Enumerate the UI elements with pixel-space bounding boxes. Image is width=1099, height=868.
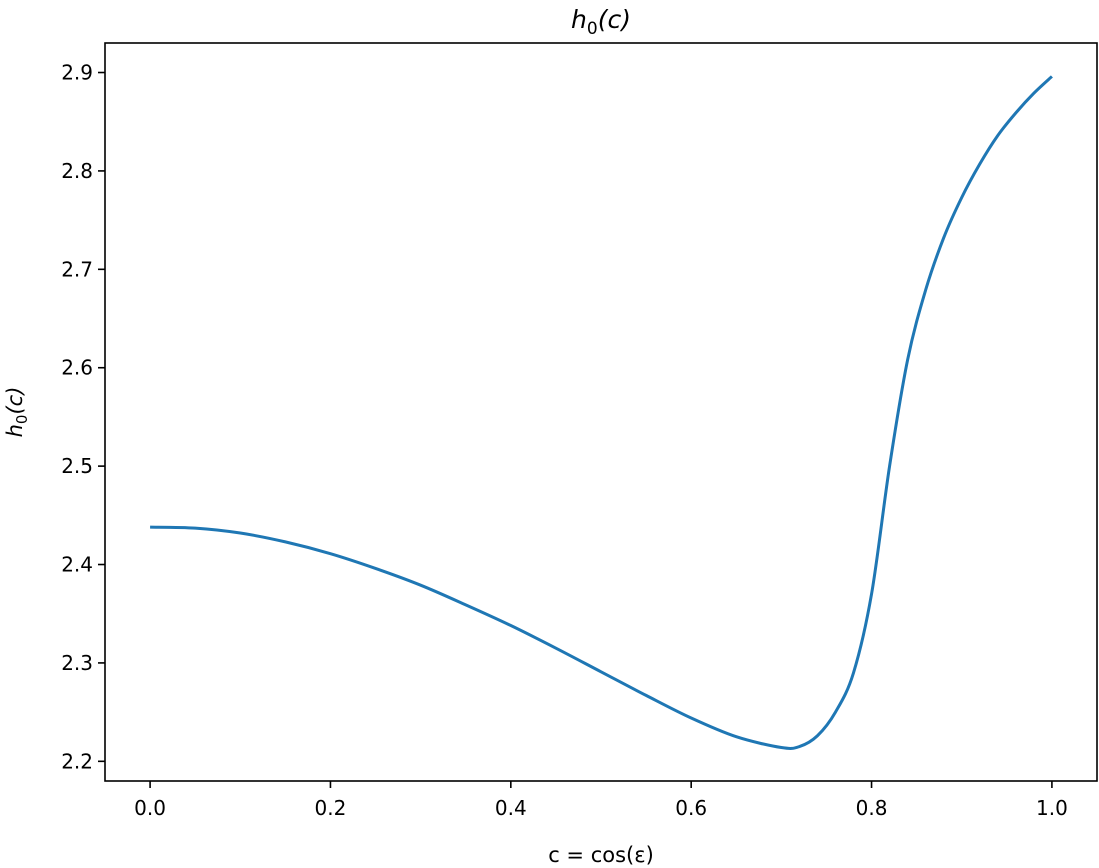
y-tick-label: 2.2 xyxy=(61,749,93,773)
y-axis-label: h0(c) xyxy=(3,387,31,438)
chart-title: h0(c) xyxy=(571,5,631,39)
y-tick-label: 2.3 xyxy=(61,651,93,675)
x-tick-label: 0.2 xyxy=(315,796,347,820)
y-tick-label: 2.5 xyxy=(61,454,93,478)
y-tick-label: 2.6 xyxy=(61,356,93,380)
x-tick-label: 0.6 xyxy=(675,796,707,820)
y-tick-label: 2.7 xyxy=(61,257,93,281)
x-tick-label: 0.0 xyxy=(134,796,166,820)
x-tick-label: 1.0 xyxy=(1036,796,1068,820)
y-tick-label: 2.9 xyxy=(61,61,93,85)
x-axis: 0.0 0.2 0.4 0.6 0.8 1.0 xyxy=(134,781,1068,820)
y-axis: 2.2 2.3 2.4 2.5 2.6 2.7 2.8 2.9 xyxy=(61,61,105,773)
axes-frame xyxy=(104,42,1098,782)
y-tick-label: 2.8 xyxy=(61,159,93,183)
x-axis-label: c = cos(ε) xyxy=(548,843,654,867)
x-tick-label: 0.8 xyxy=(856,796,888,820)
y-tick-label: 2.4 xyxy=(61,553,93,577)
plot-area xyxy=(150,75,1053,750)
x-tick-label: 0.4 xyxy=(495,796,527,820)
series-line xyxy=(150,75,1053,750)
